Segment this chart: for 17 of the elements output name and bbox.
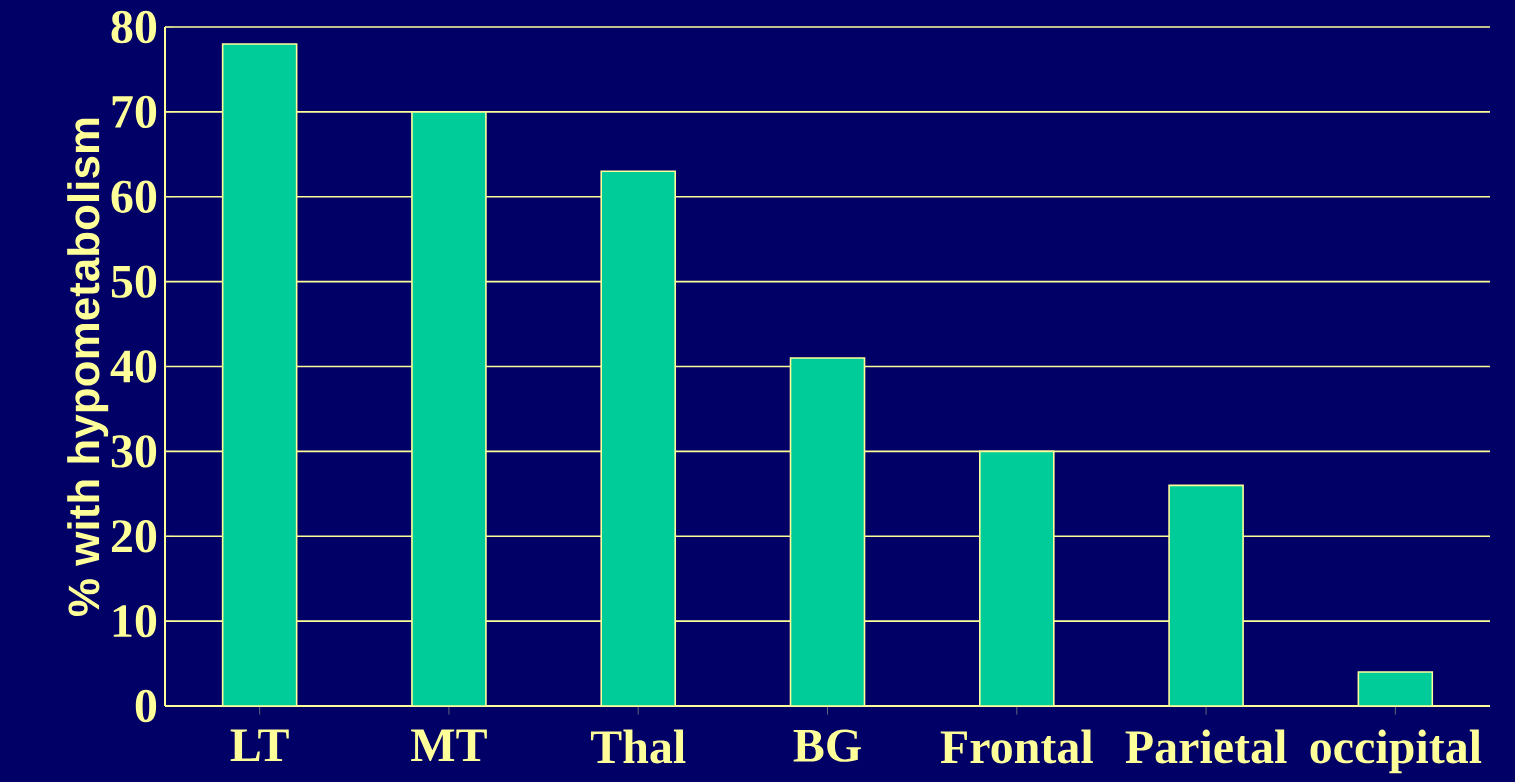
x-tick-label: BG: [793, 729, 861, 762]
y-tick-label: 70: [112, 95, 157, 129]
x-tick-label: Thal: [590, 729, 686, 764]
x-tick-label: LT: [230, 729, 289, 762]
y-tick-label: 60: [111, 180, 157, 213]
y-tick-label: 20: [111, 520, 157, 553]
x-tick-label: occipital: [1310, 729, 1482, 774]
y-tick-label: 10: [113, 604, 157, 638]
x-tick-label: Parietal: [1125, 729, 1287, 764]
y-axis-title: % with hypometabolism: [67, 118, 109, 616]
y-tick-label: 50: [111, 265, 157, 298]
x-tick-label: MT: [411, 729, 487, 762]
y-tick-label: 80: [111, 10, 157, 44]
y-tick-label: 30: [111, 435, 157, 468]
y-tick-label: 0: [135, 689, 157, 723]
y-tick-label: 40: [110, 350, 157, 383]
x-tick-label: Frontal: [940, 729, 1093, 764]
